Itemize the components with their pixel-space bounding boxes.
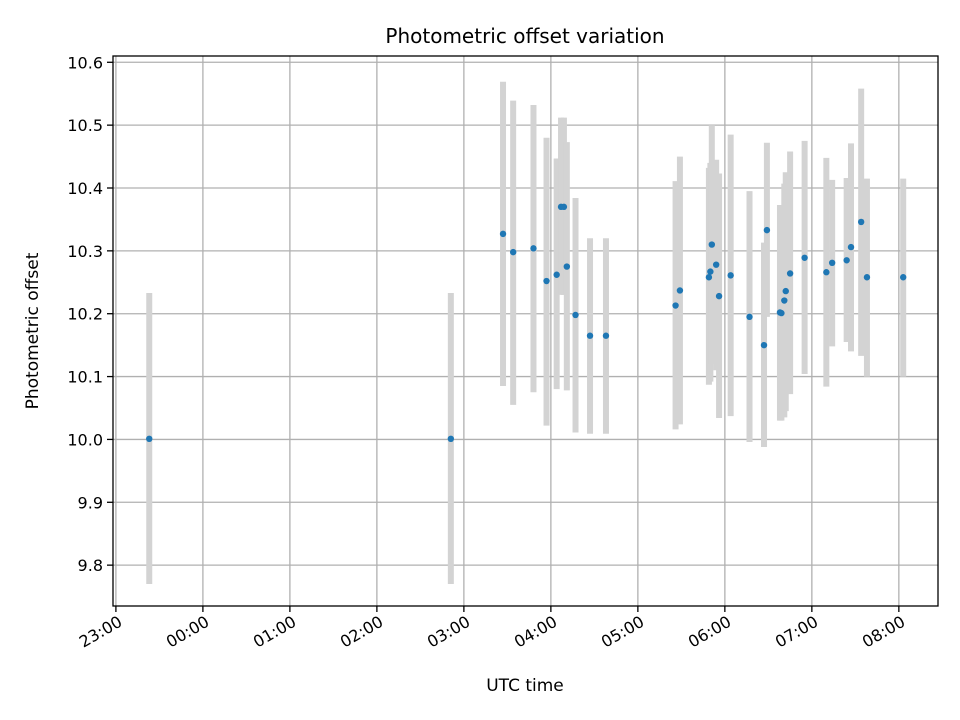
chart-title: Photometric offset variation: [385, 24, 664, 48]
y-tick-label: 10.0: [67, 430, 103, 449]
data-point: [602, 332, 610, 339]
data-point: [781, 297, 788, 304]
data-point: [447, 435, 455, 442]
data-point: [823, 269, 830, 276]
y-axis-ticks: 9.8 9.9 10.0 10.1 10.2 10.3 10.4 10.5 10.6: [67, 53, 113, 575]
x-axis-ticks: 23:00 00:00 01:00 02:00 03:00 04:00 05:00 06:00…: [76, 606, 908, 651]
data-point: [146, 435, 153, 442]
grid-lines: [113, 56, 938, 606]
data-point: [572, 311, 579, 319]
data-point: [543, 277, 550, 285]
data-point: [786, 270, 794, 277]
data-point: [847, 243, 855, 251]
data-point: [763, 226, 771, 234]
y-tick-label: 10.2: [67, 305, 103, 324]
x-tick-label: 23:00: [76, 612, 125, 652]
data-point: [672, 302, 679, 309]
data-point: [782, 287, 789, 295]
data-point: [843, 257, 850, 264]
data-point: [857, 218, 865, 226]
data-point: [530, 245, 537, 252]
data-point: [778, 309, 785, 317]
plot-frame: [112, 55, 939, 607]
y-tick-label: 9.9: [78, 493, 103, 512]
x-tick-label: 02:00: [337, 612, 386, 652]
data-point: [560, 203, 568, 211]
x-tick-label: 03:00: [424, 612, 473, 652]
data-point: [708, 241, 716, 248]
data-point: [900, 274, 907, 281]
x-tick-label: 07:00: [772, 612, 821, 652]
x-tick-label: 08:00: [859, 612, 908, 652]
data-point: [712, 261, 720, 268]
data-point: [863, 274, 871, 281]
data-point: [707, 268, 714, 275]
x-tick-label: 01:00: [250, 612, 299, 652]
x-tick-label: 06:00: [685, 612, 734, 652]
data-point: [676, 287, 684, 294]
x-axis-label: UTC time: [486, 676, 564, 696]
y-tick-label: 10.5: [67, 116, 103, 135]
x-tick-label: 05:00: [598, 612, 647, 652]
data-point: [715, 292, 723, 300]
data-point: [828, 259, 836, 266]
data-point: [499, 230, 507, 238]
y-tick-label: 10.4: [67, 179, 103, 198]
y-tick-label: 9.8: [78, 556, 103, 575]
data-point: [746, 313, 753, 321]
data-point: [801, 254, 808, 261]
error-bars: [146, 81, 907, 584]
data-points: [146, 203, 907, 442]
x-tick-label: 00:00: [163, 612, 212, 652]
y-tick-label: 10.1: [67, 368, 103, 387]
data-point: [553, 271, 560, 278]
x-tick-label: 04:00: [511, 612, 560, 652]
data-point: [563, 263, 571, 270]
y-tick-label: 10.6: [67, 53, 103, 72]
data-point: [705, 274, 713, 281]
data-point: [727, 272, 734, 279]
data-point: [509, 248, 517, 256]
data-point: [760, 341, 768, 349]
y-axis-label: Photometric offset: [23, 252, 43, 409]
y-tick-label: 10.3: [67, 242, 103, 261]
data-point: [586, 332, 594, 339]
